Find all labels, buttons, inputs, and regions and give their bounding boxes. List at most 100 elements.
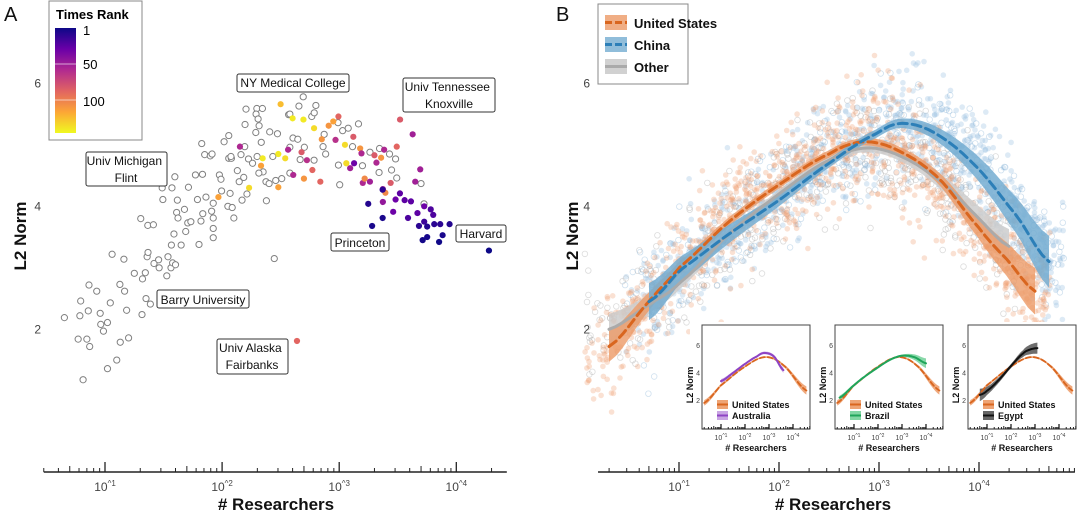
data-point-ranked (358, 150, 365, 157)
cloud-point (832, 224, 840, 231)
cloud-point (743, 249, 750, 257)
cloud-point (843, 159, 850, 166)
annotation-barry-university: Barry University (156, 289, 250, 309)
cloud-point (641, 260, 647, 267)
cloud-point (829, 165, 835, 172)
cloud-point (1040, 296, 1047, 303)
cloud-point (811, 137, 818, 144)
cloud-point (699, 226, 705, 232)
x-tick-label: 10^4 (920, 433, 933, 442)
data-point-unranked (241, 120, 249, 129)
cloud-point (1040, 217, 1048, 225)
data-point-ranked (381, 146, 388, 153)
cloud-point (729, 195, 735, 201)
cloud-point (1056, 227, 1063, 233)
cloud-point (711, 198, 718, 204)
cloud-point (1043, 287, 1049, 294)
inset-ylabel: L2 Norm (951, 367, 961, 404)
annotation-univ-michigan-flint: Univ Michigan Flint (85, 151, 168, 187)
cloud-point (759, 231, 766, 238)
data-point-unranked (228, 203, 236, 212)
cloud-point (961, 114, 967, 120)
cloud-point (586, 334, 593, 341)
cloud-point (953, 167, 960, 175)
cloud-point (865, 106, 873, 113)
cloud-point (624, 348, 630, 355)
cloud-point (854, 177, 861, 184)
cloud-point (733, 189, 740, 195)
cloud-point (902, 176, 908, 183)
cloud-point (975, 134, 981, 140)
cloud-point (812, 137, 819, 143)
cloud-point (958, 121, 964, 127)
cloud-point (754, 173, 760, 179)
cloud-point (742, 180, 748, 186)
data-point-unranked (116, 280, 124, 289)
cloud-point (825, 180, 832, 187)
cloud-point (674, 245, 681, 252)
cloud-point (778, 205, 785, 212)
cloud-point (724, 261, 731, 268)
cloud-point (994, 271, 1001, 278)
data-point-unranked (273, 130, 282, 138)
cloud-point (931, 201, 937, 207)
cloud-point (1047, 228, 1054, 235)
cloud-point (669, 308, 676, 315)
cloud-point (860, 128, 866, 134)
cloud-point (879, 179, 886, 186)
cloud-point (817, 125, 824, 132)
cloud-point (936, 210, 944, 217)
data-point-unranked (227, 152, 235, 161)
cloud-point (800, 196, 806, 203)
cloud-point (729, 256, 735, 263)
data-point-ranked (414, 209, 421, 217)
cloud-point (675, 317, 682, 324)
data-point-unranked (310, 109, 318, 117)
cloud-point (976, 259, 984, 266)
data-point-ranked (424, 223, 431, 230)
cloud-point (950, 176, 957, 183)
cloud-point (933, 237, 940, 244)
data-point-unranked (235, 178, 243, 186)
cloud-point (987, 132, 994, 139)
cloud-point (697, 268, 704, 276)
cloud-point (857, 171, 863, 177)
cloud-point (840, 172, 847, 179)
cloud-point (824, 79, 830, 86)
data-point-unranked (130, 269, 138, 277)
cloud-point (878, 182, 884, 188)
cloud-point (922, 138, 929, 146)
data-point-unranked (385, 150, 394, 158)
cloud-point (843, 109, 849, 115)
cloud-point (922, 107, 929, 115)
cloud-point (861, 166, 868, 173)
cloud-point (1005, 306, 1011, 313)
cloud-point (636, 336, 644, 343)
cloud-point (732, 258, 739, 265)
cloud-point (871, 181, 877, 188)
cloud-point (790, 157, 797, 164)
cloud-point (718, 191, 725, 198)
cloud-point (751, 265, 758, 272)
cloud-point (700, 267, 706, 273)
cloud-point (774, 216, 781, 223)
cloud-point (874, 114, 881, 122)
cloud-point (751, 149, 757, 155)
cloud-point (722, 263, 729, 269)
cloud-point (1041, 215, 1047, 221)
cloud-point (909, 173, 917, 180)
cloud-point (684, 299, 691, 305)
cloud-point (803, 132, 810, 138)
cloud-point (814, 200, 821, 207)
cloud-point (922, 145, 928, 151)
annotation-univ-tennessee-knoxville: Univ Tennessee Knoxville (402, 77, 496, 113)
data-point-unranked (272, 176, 280, 185)
data-point-unranked (199, 210, 207, 218)
cloud-point (759, 179, 766, 186)
cloud-point (820, 142, 827, 148)
cloud-point (800, 154, 806, 160)
cloud-point (722, 275, 729, 283)
cloud-point (865, 105, 872, 112)
cloud-point (1056, 289, 1064, 296)
